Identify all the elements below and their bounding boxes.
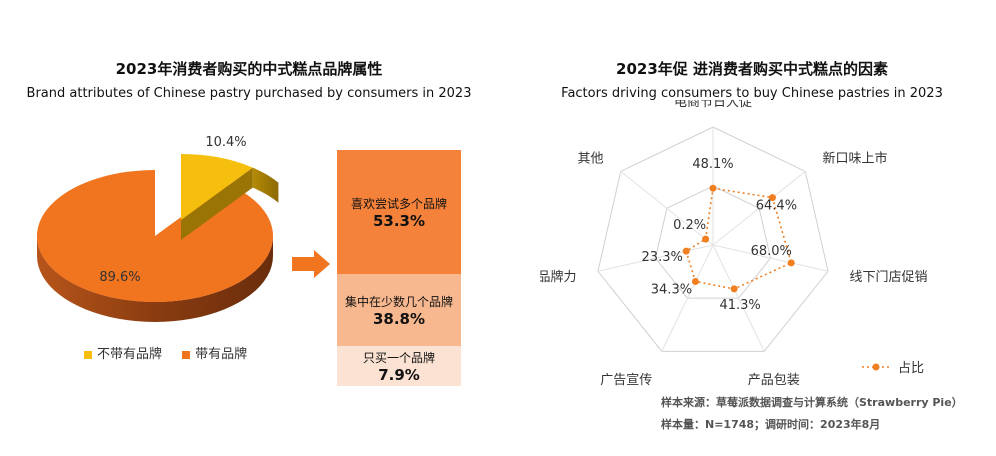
radar-value-label: 48.1%	[692, 157, 733, 172]
radar-grid-ring	[597, 126, 829, 352]
legend-swatch-branded	[182, 350, 191, 359]
right-chart-subtitle: Factors driving consumers to buy Chinese…	[561, 86, 943, 101]
radar-point	[682, 247, 690, 255]
radar-axis-label: 其他	[578, 152, 604, 167]
radar-axis-line	[712, 244, 765, 352]
radar-legend-label: 占比	[898, 361, 924, 376]
legend-label-unbranded: 不带有品牌	[97, 347, 163, 362]
radar-grid-ring	[654, 185, 772, 299]
pie-legend: 不带有品牌 带有品牌	[84, 343, 247, 362]
radar-value-label: 41.3%	[719, 298, 760, 313]
arrow-right-icon	[292, 250, 330, 278]
bar-label-one-brand: 只买一个品牌	[362, 350, 435, 365]
radar-legend-marker	[872, 363, 880, 371]
pie-slice-unbranded-side	[252, 167, 279, 203]
pie-slice-branded-side	[37, 236, 273, 322]
pie-slice-unbranded-edge	[181, 167, 253, 240]
pie-chart: 10.4% 89.6%	[36, 135, 279, 322]
bar-segment-one-brand: 只买一个品牌 7.9%	[337, 346, 461, 386]
radar-value-label: 23.3%	[642, 250, 683, 265]
radar-value-label: 64.4%	[756, 199, 797, 214]
legend-item-branded: 带有品牌	[182, 347, 247, 362]
bar-value-multiple-brands: 53.3%	[372, 211, 426, 230]
sample-note: 样本量：N=1748；调研时间：2023年8月	[661, 418, 881, 431]
bar-segment-multiple-brands: 喜欢尝试多个品牌 53.3%	[337, 150, 461, 274]
source-note: 样本来源：草莓派数据调查与计算系统（Strawberry Pie）	[661, 396, 963, 409]
radar-value-label: 0.2%	[673, 218, 706, 233]
radar-axis-line	[712, 244, 829, 272]
bar-value-few-brands: 38.8%	[372, 309, 426, 328]
radar-point	[709, 184, 717, 192]
bar-label-multiple-brands: 喜欢尝试多个品牌	[350, 196, 447, 211]
legend-item-unbranded: 不带有品牌	[84, 347, 162, 362]
radar-value-label: 68.0%	[751, 244, 792, 259]
bar-segment-few-brands: 集中在少数几个品牌 38.8%	[337, 274, 461, 346]
radar-axis-line	[712, 171, 806, 246]
pie-slice-unbranded	[181, 154, 253, 220]
radar-axis-label: 线下门店促销	[849, 270, 927, 285]
radar-value-label: 34.3%	[651, 282, 692, 297]
left-chart-subtitle: Brand attributes of Chinese pastry purch…	[26, 86, 472, 101]
bar-value-one-brand: 7.9%	[378, 365, 420, 384]
left-chart-title: 2023年消费者购买的中式糕点品牌属性	[115, 60, 383, 78]
radar-axis-label: 产品包装	[748, 373, 800, 388]
pie-label-unbranded: 10.4%	[205, 135, 246, 150]
radar-axis-label: 广告宣传	[600, 372, 652, 388]
radar-point	[768, 194, 776, 202]
radar-axis-label: 新口味上市	[822, 151, 887, 167]
radar-axis-line	[620, 171, 714, 246]
radar-point	[730, 285, 738, 293]
right-chart-title: 2023年促 进消费者购买中式糕点的因素	[616, 60, 888, 78]
radar-series-line	[685, 187, 793, 290]
radar-point	[702, 235, 710, 243]
radar-point	[691, 277, 699, 285]
radar-axis-label: 品牌力	[540, 269, 577, 285]
radar-point	[787, 259, 795, 267]
pie-label-branded: 89.6%	[99, 270, 140, 285]
legend-label-branded: 带有品牌	[195, 347, 248, 362]
legend-swatch-unbranded	[84, 350, 92, 359]
bar-label-few-brands: 集中在少数几个品牌	[344, 294, 453, 309]
radar-axis-label: 电商节日大促	[674, 100, 752, 110]
radar-axis-line	[661, 244, 714, 352]
radar-axis-line	[597, 244, 714, 272]
